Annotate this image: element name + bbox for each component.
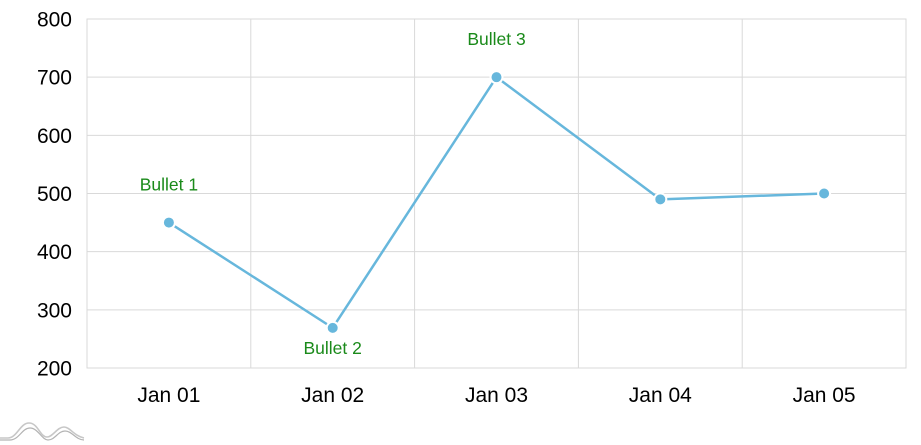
data-point[interactable] (325, 320, 340, 335)
point-labels: Bullet 1 Bullet 2 Bullet 3 (140, 29, 526, 358)
x-axis: Jan 01 Jan 02 Jan 03 Jan 04 Jan 05 (137, 384, 855, 407)
grid (86, 18, 907, 369)
data-point[interactable] (161, 215, 176, 230)
data-point[interactable] (489, 70, 504, 85)
y-tick-label: 700 (37, 67, 72, 90)
series (161, 70, 832, 335)
logo-wave-back (0, 422, 85, 439)
y-tick-label: 600 (37, 125, 72, 148)
y-tick-label: 300 (37, 299, 72, 322)
logo-wave-front (0, 427, 85, 441)
point-label: Bullet 3 (467, 29, 525, 49)
x-tick-label: Jan 05 (793, 384, 856, 407)
x-tick-label: Jan 02 (301, 384, 364, 407)
data-point[interactable] (653, 192, 668, 207)
y-tick-label: 800 (37, 9, 72, 32)
point-label: Bullet 1 (140, 175, 198, 195)
x-tick-label: Jan 04 (629, 384, 692, 407)
y-tick-label: 400 (37, 241, 72, 264)
y-tick-label: 500 (37, 183, 72, 206)
amcharts-logo-icon (0, 422, 85, 441)
y-tick-label: 200 (37, 358, 72, 381)
y-axis: 800 700 600 500 400 300 200 (37, 9, 72, 381)
data-point[interactable] (817, 186, 832, 201)
x-tick-label: Jan 03 (465, 384, 528, 407)
x-tick-label: Jan 01 (137, 384, 200, 407)
series-line (168, 75, 825, 330)
point-label: Bullet 2 (304, 338, 362, 358)
